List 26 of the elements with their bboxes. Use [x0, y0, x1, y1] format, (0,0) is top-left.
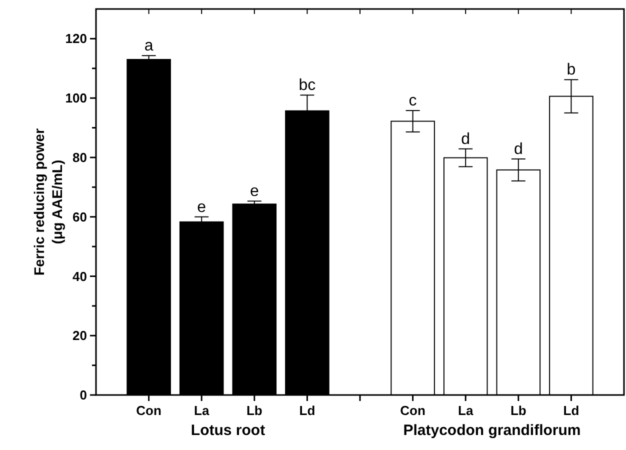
- data-label: bc: [298, 77, 316, 94]
- x-tick-label: Lb: [246, 403, 262, 418]
- data-label: b: [566, 62, 576, 79]
- y-tick-label: 40: [72, 268, 87, 284]
- x-tick-label: La: [194, 403, 210, 418]
- y-tick-label: 0: [80, 388, 87, 403]
- data-label: d: [514, 140, 523, 158]
- y-tick-label: 100: [65, 90, 87, 106]
- x-tick-label: Ld: [563, 403, 580, 418]
- x-tick-label: La: [458, 403, 474, 418]
- data-label: a: [144, 38, 154, 55]
- series-label: Platycodon grandiflorum: [403, 422, 581, 439]
- series-label: Lotus root: [190, 422, 266, 439]
- x-tick-label: Con: [136, 403, 162, 418]
- x-tick-label: Lb: [510, 403, 526, 418]
- data-label: e: [250, 183, 259, 200]
- y-tick-label: 120: [65, 31, 87, 46]
- x-tick-label: Con: [400, 403, 426, 418]
- data-label: d: [461, 130, 470, 148]
- data-label: c: [408, 92, 417, 110]
- y-tick-label: 80: [72, 150, 87, 166]
- y-axis-title: Ferric reducing power (μg AAE/mL): [31, 128, 65, 276]
- y-tick-label: 60: [72, 209, 87, 224]
- y-tick-label: 20: [72, 328, 87, 344]
- x-tick-label: Ld: [299, 403, 316, 418]
- data-label: e: [197, 198, 206, 216]
